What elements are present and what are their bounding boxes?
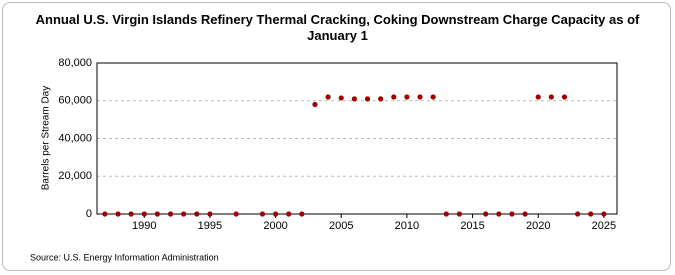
data-point [548,94,554,100]
data-point [286,211,292,217]
y-tick-label: 20,000 [58,170,92,182]
data-point [404,94,410,100]
x-tick-label: 1990 [132,220,156,232]
data-point [456,211,463,217]
data-point [259,211,266,217]
x-tick-label: 2010 [395,220,419,232]
x-tick-label: 2000 [263,220,287,232]
x-tick-label: 2025 [592,220,616,232]
data-point [561,94,568,100]
data-point [181,211,187,217]
data-point [496,211,502,217]
data-point [430,94,436,100]
data-point [588,211,594,217]
data-point [128,211,134,217]
y-tick-label: 40,000 [58,132,92,144]
data-point [483,211,489,217]
data-point [167,211,174,217]
data-point [272,211,279,217]
data-point [417,94,423,100]
y-axis-label: Barrels per Stream Day [41,86,52,190]
x-tick-label: 2020 [526,220,550,232]
data-point [509,211,515,217]
data-point [194,211,200,217]
data-point [338,95,344,101]
data-point [141,211,147,217]
data-point [575,211,581,217]
chart-title: Annual U.S. Virgin Islands Refinery Ther… [35,12,640,43]
data-point [443,211,449,217]
data-point [233,211,239,217]
data-point [601,211,607,217]
data-point [391,94,397,100]
y-tick-label: 80,000 [58,57,92,69]
x-tick-label: 2015 [460,220,484,232]
data-point [364,96,371,102]
data-point [207,211,213,217]
frame [2,2,671,271]
x-tick-label: 1995 [198,220,222,232]
data-point [154,211,161,217]
y-tick-label: 60,000 [58,95,92,107]
data-point [102,211,108,217]
data-point [115,211,121,217]
data-point [378,96,384,102]
data-point [312,101,318,108]
data-point [351,96,357,102]
data-point [522,211,528,217]
y-tick-label: 0 [86,208,92,220]
x-tick-label: 2005 [329,220,353,232]
data-point [325,94,331,100]
plot-area [96,62,618,215]
source: Source: U.S. Energy Information Administ… [30,252,219,262]
data-point [535,94,541,100]
data-point [299,211,305,217]
